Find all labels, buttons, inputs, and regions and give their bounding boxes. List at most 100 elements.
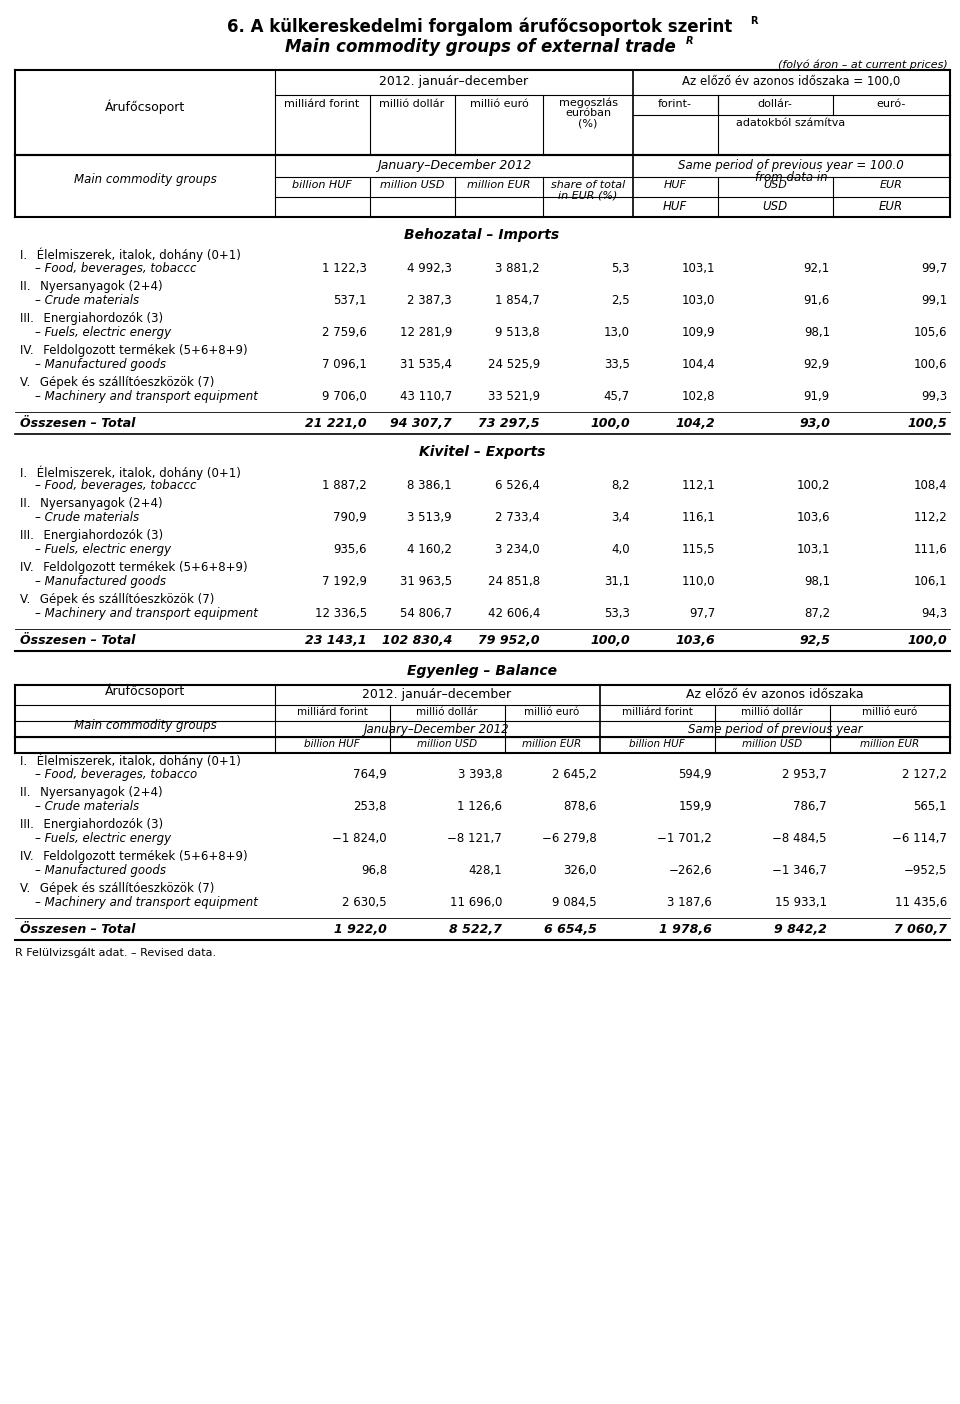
Text: billion HUF: billion HUF — [304, 739, 360, 748]
Text: 100,6: 100,6 — [914, 358, 947, 371]
Text: Egyenleg – Balance: Egyenleg – Balance — [407, 664, 557, 678]
Text: −262,6: −262,6 — [668, 863, 712, 878]
Text: 15 933,1: 15 933,1 — [775, 896, 827, 908]
Text: 102,8: 102,8 — [682, 390, 715, 403]
Text: 8,2: 8,2 — [612, 479, 630, 491]
Text: milliárd forint: milliárd forint — [297, 708, 368, 717]
Text: 3 513,9: 3 513,9 — [407, 511, 452, 524]
Text: 87,2: 87,2 — [804, 607, 830, 621]
Text: from data in: from data in — [755, 171, 828, 184]
Text: 54 806,7: 54 806,7 — [400, 607, 452, 621]
Text: (folyó áron – at current prices): (folyó áron – at current prices) — [779, 60, 948, 70]
Text: 9 706,0: 9 706,0 — [323, 390, 367, 403]
Text: 878,6: 878,6 — [564, 800, 597, 813]
Text: 12 336,5: 12 336,5 — [315, 607, 367, 621]
Text: 8 522,7: 8 522,7 — [449, 922, 502, 936]
Text: 326,0: 326,0 — [564, 863, 597, 878]
Text: 2 387,3: 2 387,3 — [407, 293, 452, 307]
Text: Összesen – Total: Összesen – Total — [20, 922, 135, 936]
Text: Main commodity groups: Main commodity groups — [74, 719, 216, 731]
Text: – Fuels, electric energy: – Fuels, electric energy — [35, 833, 171, 845]
Text: 6. A külkereskedelmi forgalom árufőcsoportok szerint: 6. A külkereskedelmi forgalom árufőcsopo… — [228, 18, 732, 37]
Text: million USD: million USD — [417, 739, 477, 748]
Text: 4 992,3: 4 992,3 — [407, 263, 452, 275]
Text: Árufőcsoport: Árufőcsoport — [105, 100, 185, 114]
Text: 6 654,5: 6 654,5 — [544, 922, 597, 936]
Text: 103,1: 103,1 — [797, 543, 830, 556]
Text: 103,6: 103,6 — [675, 635, 715, 647]
Text: 1 978,6: 1 978,6 — [660, 922, 712, 936]
Text: 24 525,9: 24 525,9 — [488, 358, 540, 371]
Text: 98,1: 98,1 — [804, 326, 830, 338]
Text: 21 221,0: 21 221,0 — [305, 417, 367, 430]
Text: million EUR: million EUR — [522, 739, 582, 748]
Text: million USD: million USD — [380, 180, 444, 190]
Text: 31,1: 31,1 — [604, 576, 630, 588]
Text: 3 187,6: 3 187,6 — [667, 896, 712, 908]
Text: 11 696,0: 11 696,0 — [449, 896, 502, 908]
Text: 786,7: 786,7 — [793, 800, 827, 813]
Text: Main commodity groups of external trade: Main commodity groups of external trade — [284, 38, 676, 56]
Text: 96,8: 96,8 — [361, 863, 387, 878]
Text: January–December 2012: January–December 2012 — [377, 159, 531, 173]
Text: 103,6: 103,6 — [797, 511, 830, 524]
Text: 105,6: 105,6 — [914, 326, 947, 338]
Text: 33,5: 33,5 — [604, 358, 630, 371]
Text: USD: USD — [763, 180, 787, 190]
Text: V.  Gépek és szállítóeszközök (7): V. Gépek és szállítóeszközök (7) — [20, 376, 214, 389]
Text: 116,1: 116,1 — [682, 511, 715, 524]
Text: – Fuels, electric energy: – Fuels, electric energy — [35, 326, 171, 338]
Text: 103,1: 103,1 — [682, 263, 715, 275]
Text: 13,0: 13,0 — [604, 326, 630, 338]
Text: – Crude materials: – Crude materials — [35, 511, 139, 524]
Text: billion HUF: billion HUF — [292, 180, 352, 190]
Text: IV.  Feldolgozott termékek (5+6+8+9): IV. Feldolgozott termékek (5+6+8+9) — [20, 562, 248, 574]
Text: 7 096,1: 7 096,1 — [323, 358, 367, 371]
Text: – Food, beverages, tobaccc: – Food, beverages, tobaccc — [35, 263, 197, 275]
Text: EUR: EUR — [879, 180, 902, 190]
Text: IV.  Feldolgozott termékek (5+6+8+9): IV. Feldolgozott termékek (5+6+8+9) — [20, 344, 248, 357]
Text: USD: USD — [762, 199, 787, 213]
Text: dollár-: dollár- — [757, 100, 792, 110]
Text: millió euró: millió euró — [862, 708, 918, 717]
Text: – Crude materials: – Crude materials — [35, 800, 139, 813]
Text: Az előző év azonos időszaka = 100,0: Az előző év azonos időszaka = 100,0 — [682, 74, 900, 88]
Text: 2 759,6: 2 759,6 — [323, 326, 367, 338]
Text: million USD: million USD — [742, 739, 802, 748]
Text: 106,1: 106,1 — [913, 576, 947, 588]
Text: −1 346,7: −1 346,7 — [772, 863, 827, 878]
Text: −6 279,8: −6 279,8 — [542, 833, 597, 845]
Text: millió dollár: millió dollár — [741, 708, 803, 717]
Text: 115,5: 115,5 — [682, 543, 715, 556]
Text: 764,9: 764,9 — [353, 768, 387, 781]
Text: −6 114,7: −6 114,7 — [892, 833, 947, 845]
Text: 2 630,5: 2 630,5 — [343, 896, 387, 908]
Text: 1 122,3: 1 122,3 — [323, 263, 367, 275]
Text: 2012. január–december: 2012. január–december — [363, 688, 512, 701]
Text: HUF: HUF — [662, 199, 687, 213]
Text: 7 060,7: 7 060,7 — [894, 922, 947, 936]
Text: −8 484,5: −8 484,5 — [773, 833, 827, 845]
Text: – Food, beverages, tobacco: – Food, beverages, tobacco — [35, 768, 197, 781]
Text: 111,6: 111,6 — [913, 543, 947, 556]
Text: milliárd forint: milliárd forint — [621, 708, 692, 717]
Text: 94,3: 94,3 — [921, 607, 947, 621]
Text: 790,9: 790,9 — [333, 511, 367, 524]
Text: R: R — [750, 15, 757, 27]
Text: 2012. január–december: 2012. január–december — [379, 74, 529, 88]
Text: 5,3: 5,3 — [612, 263, 630, 275]
Text: 97,7: 97,7 — [688, 607, 715, 621]
Text: 12 281,9: 12 281,9 — [399, 326, 452, 338]
Text: – Manufactured goods: – Manufactured goods — [35, 863, 166, 878]
Text: in EUR (%): in EUR (%) — [559, 191, 617, 201]
Text: I.  Élelmiszerek, italok, dohány (0+1): I. Élelmiszerek, italok, dohány (0+1) — [20, 754, 241, 768]
Text: 99,3: 99,3 — [921, 390, 947, 403]
Text: adatokból számítva: adatokból számítva — [736, 118, 846, 128]
Text: 53,3: 53,3 — [604, 607, 630, 621]
Text: 103,0: 103,0 — [682, 293, 715, 307]
Text: 4,0: 4,0 — [612, 543, 630, 556]
Text: 253,8: 253,8 — [353, 800, 387, 813]
Text: 428,1: 428,1 — [468, 863, 502, 878]
Text: −8 121,7: −8 121,7 — [447, 833, 502, 845]
Text: Behozatal – Imports: Behozatal – Imports — [404, 227, 560, 241]
